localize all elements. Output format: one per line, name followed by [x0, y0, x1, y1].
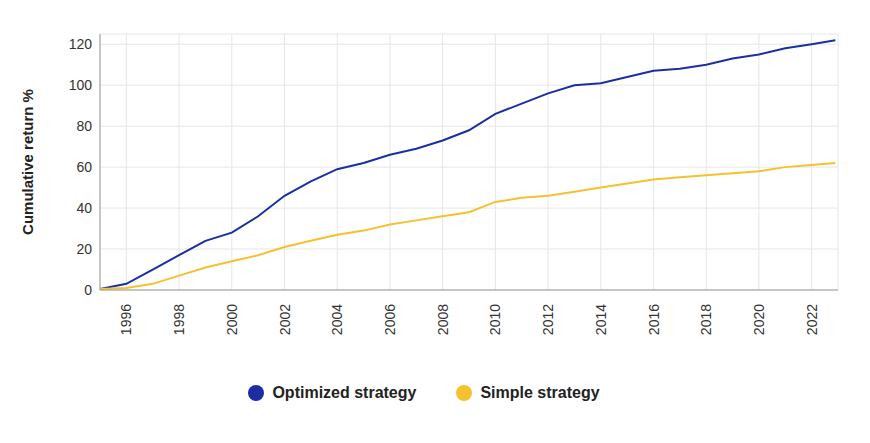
- svg-text:Cumulative return %: Cumulative return %: [19, 89, 36, 235]
- svg-text:2022: 2022: [804, 304, 820, 335]
- svg-text:1996: 1996: [118, 304, 134, 335]
- svg-text:120: 120: [69, 36, 93, 52]
- svg-text:80: 80: [76, 118, 92, 134]
- svg-text:2010: 2010: [487, 304, 503, 335]
- svg-text:2000: 2000: [224, 304, 240, 335]
- svg-text:2008: 2008: [435, 304, 451, 335]
- svg-text:2020: 2020: [751, 304, 767, 335]
- svg-text:2018: 2018: [698, 304, 714, 335]
- html-text:Optimized strategy: Optimized strategy: [272, 384, 417, 401]
- svg-text:2004: 2004: [329, 304, 345, 335]
- html-text:Simple strategy: Simple strategy: [480, 384, 600, 401]
- svg-text:1998: 1998: [171, 304, 187, 335]
- svg-text:2012: 2012: [540, 304, 556, 335]
- svg-text:2016: 2016: [646, 304, 662, 335]
- svg-text:2014: 2014: [593, 304, 609, 335]
- svg-text:60: 60: [76, 159, 92, 175]
- svg-text:20: 20: [76, 241, 92, 257]
- svg-text:2002: 2002: [277, 304, 293, 335]
- svg-text:40: 40: [76, 200, 92, 216]
- svg-text:0: 0: [84, 282, 92, 298]
- svg-text:100: 100: [69, 77, 93, 93]
- svg-text:2006: 2006: [382, 304, 398, 335]
